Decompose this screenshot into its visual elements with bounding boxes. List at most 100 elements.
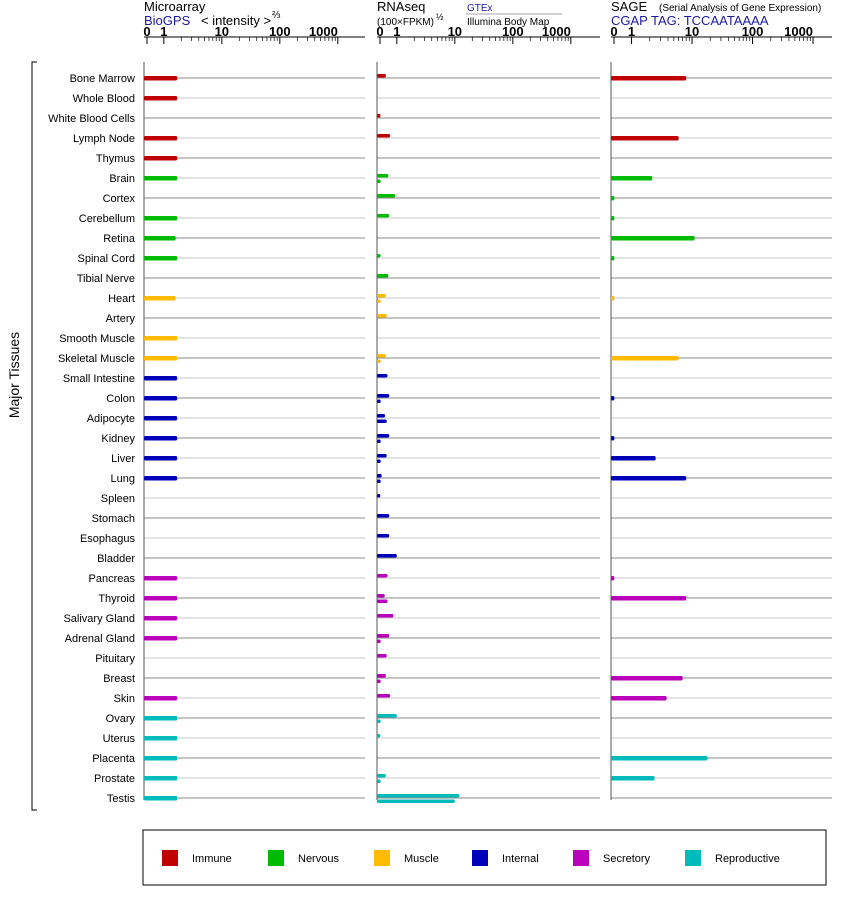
series-label-illumina: Illumina Body Map [467,17,550,28]
bar-immune [144,76,178,81]
tissue-label: Adipocyte [87,413,135,425]
tissue-label: Colon [106,393,135,405]
tissue-label: Lymph Node [73,133,135,145]
bar-internal [377,494,381,498]
tissue-label: Breast [103,673,135,685]
unit-sup-intensity: ⅔ [272,10,281,21]
tissue-label: Heart [108,293,135,305]
bar-reproductive [144,716,178,721]
panel-microarray: 0 1 10 100 1000 [143,24,365,801]
tissue-label: Uterus [103,733,136,745]
bar-secretory [377,594,385,598]
tissue-label: Thymus [96,153,136,165]
tissue-label: Spleen [101,493,135,505]
panel-sage: 0 1 10 100 1000 [610,24,832,800]
x-tick-label: 1000 [542,24,571,39]
tissue-label: Cerebellum [79,213,135,225]
bar-muscle [144,356,178,361]
bar-secretory [377,599,388,603]
tissue-label: Thyroid [98,593,135,605]
bar-secretory [611,576,615,581]
tissue-label: Stomach [92,513,135,525]
panel-title-rnaseq: RNAseq [377,0,425,14]
x-tick-label: 1000 [784,24,813,39]
bar-secretory [377,614,394,618]
bar-reproductive [377,779,381,783]
legend-label-muscle: Muscle [404,853,439,865]
bar-internal [377,534,390,538]
legend-label-internal: Internal [502,853,539,865]
tissue-label: Small Intestine [63,373,135,385]
bar-secretory [377,639,381,643]
bar-internal [377,434,390,438]
x-tick-label: 1 [628,24,635,39]
x-tick-label: 1000 [309,24,338,39]
tissue-label: Retina [103,233,136,245]
x-tick-label: 0 [143,24,150,39]
legend-label-immune: Immune [192,853,232,865]
bar-internal [144,476,178,481]
tissue-label: Bone Marrow [70,73,135,85]
bar-secretory [377,634,390,638]
bar-secretory [611,696,667,701]
tissue-label: Bladder [97,553,135,565]
tissue-label: Placenta [92,753,136,765]
series-label-gtex: GTEx [467,3,493,14]
tissue-label: Pancreas [89,573,136,585]
tissue-label: Prostate [94,773,135,785]
legend: Immune Nervous Muscle Internal Secretory Repr… [142,829,827,886]
legend-swatch-muscle [374,850,390,866]
bar-internal [377,399,381,403]
tissue-label: Adrenal Gland [65,633,135,645]
bar-internal [377,394,390,398]
panel-title-sage: SAGE [611,0,647,14]
legend-swatch-internal [472,850,488,866]
tissue-label: Artery [106,313,136,325]
bar-internal [377,374,388,378]
bar-muscle [377,359,381,363]
bar-internal [377,419,387,423]
bar-nervous [377,254,381,258]
bar-immune [144,136,178,141]
bar-internal [611,396,615,401]
legend-swatch-reproductive [685,850,701,866]
bar-nervous [611,196,615,201]
bar-reproductive [377,734,381,738]
bar-secretory [377,574,388,578]
tissue-label: Testis [107,793,136,805]
legend-label-nervous: Nervous [298,853,339,865]
panel-rnaseq: 0 1 10 100 1000 [376,24,600,803]
bar-nervous [611,176,653,181]
bar-secretory [144,636,178,641]
legend-label-secretory: Secretory [603,853,651,865]
bar-immune [377,114,381,118]
tissue-label: Salivary Gland [63,613,135,625]
bar-muscle [144,296,176,301]
x-tick-label: 0 [376,24,383,39]
legend-swatch-immune [162,850,178,866]
tissue-label: Pituitary [95,653,135,665]
bar-immune [144,156,178,161]
bar-secretory [377,679,381,683]
bar-internal [377,454,387,458]
bar-reproductive [611,756,708,761]
bar-nervous [144,236,176,241]
bar-internal [377,459,381,463]
tissue-label: Kidney [101,433,135,445]
x-tick-label: 100 [502,24,524,39]
x-tick-label: 1 [160,24,167,39]
y-axis-bracket [31,61,37,811]
bar-nervous [144,176,178,181]
tissue-label: Smooth Muscle [59,333,135,345]
unit-sup-fpkm: ½ [436,12,444,22]
bar-reproductive [377,714,397,718]
bar-internal [611,476,687,481]
bar-internal [377,414,386,418]
bar-muscle [377,299,381,303]
bar-nervous [377,194,396,198]
bar-immune [377,74,386,78]
bar-nervous [611,236,695,241]
bar-reproductive [377,719,381,723]
bar-internal [144,376,178,381]
